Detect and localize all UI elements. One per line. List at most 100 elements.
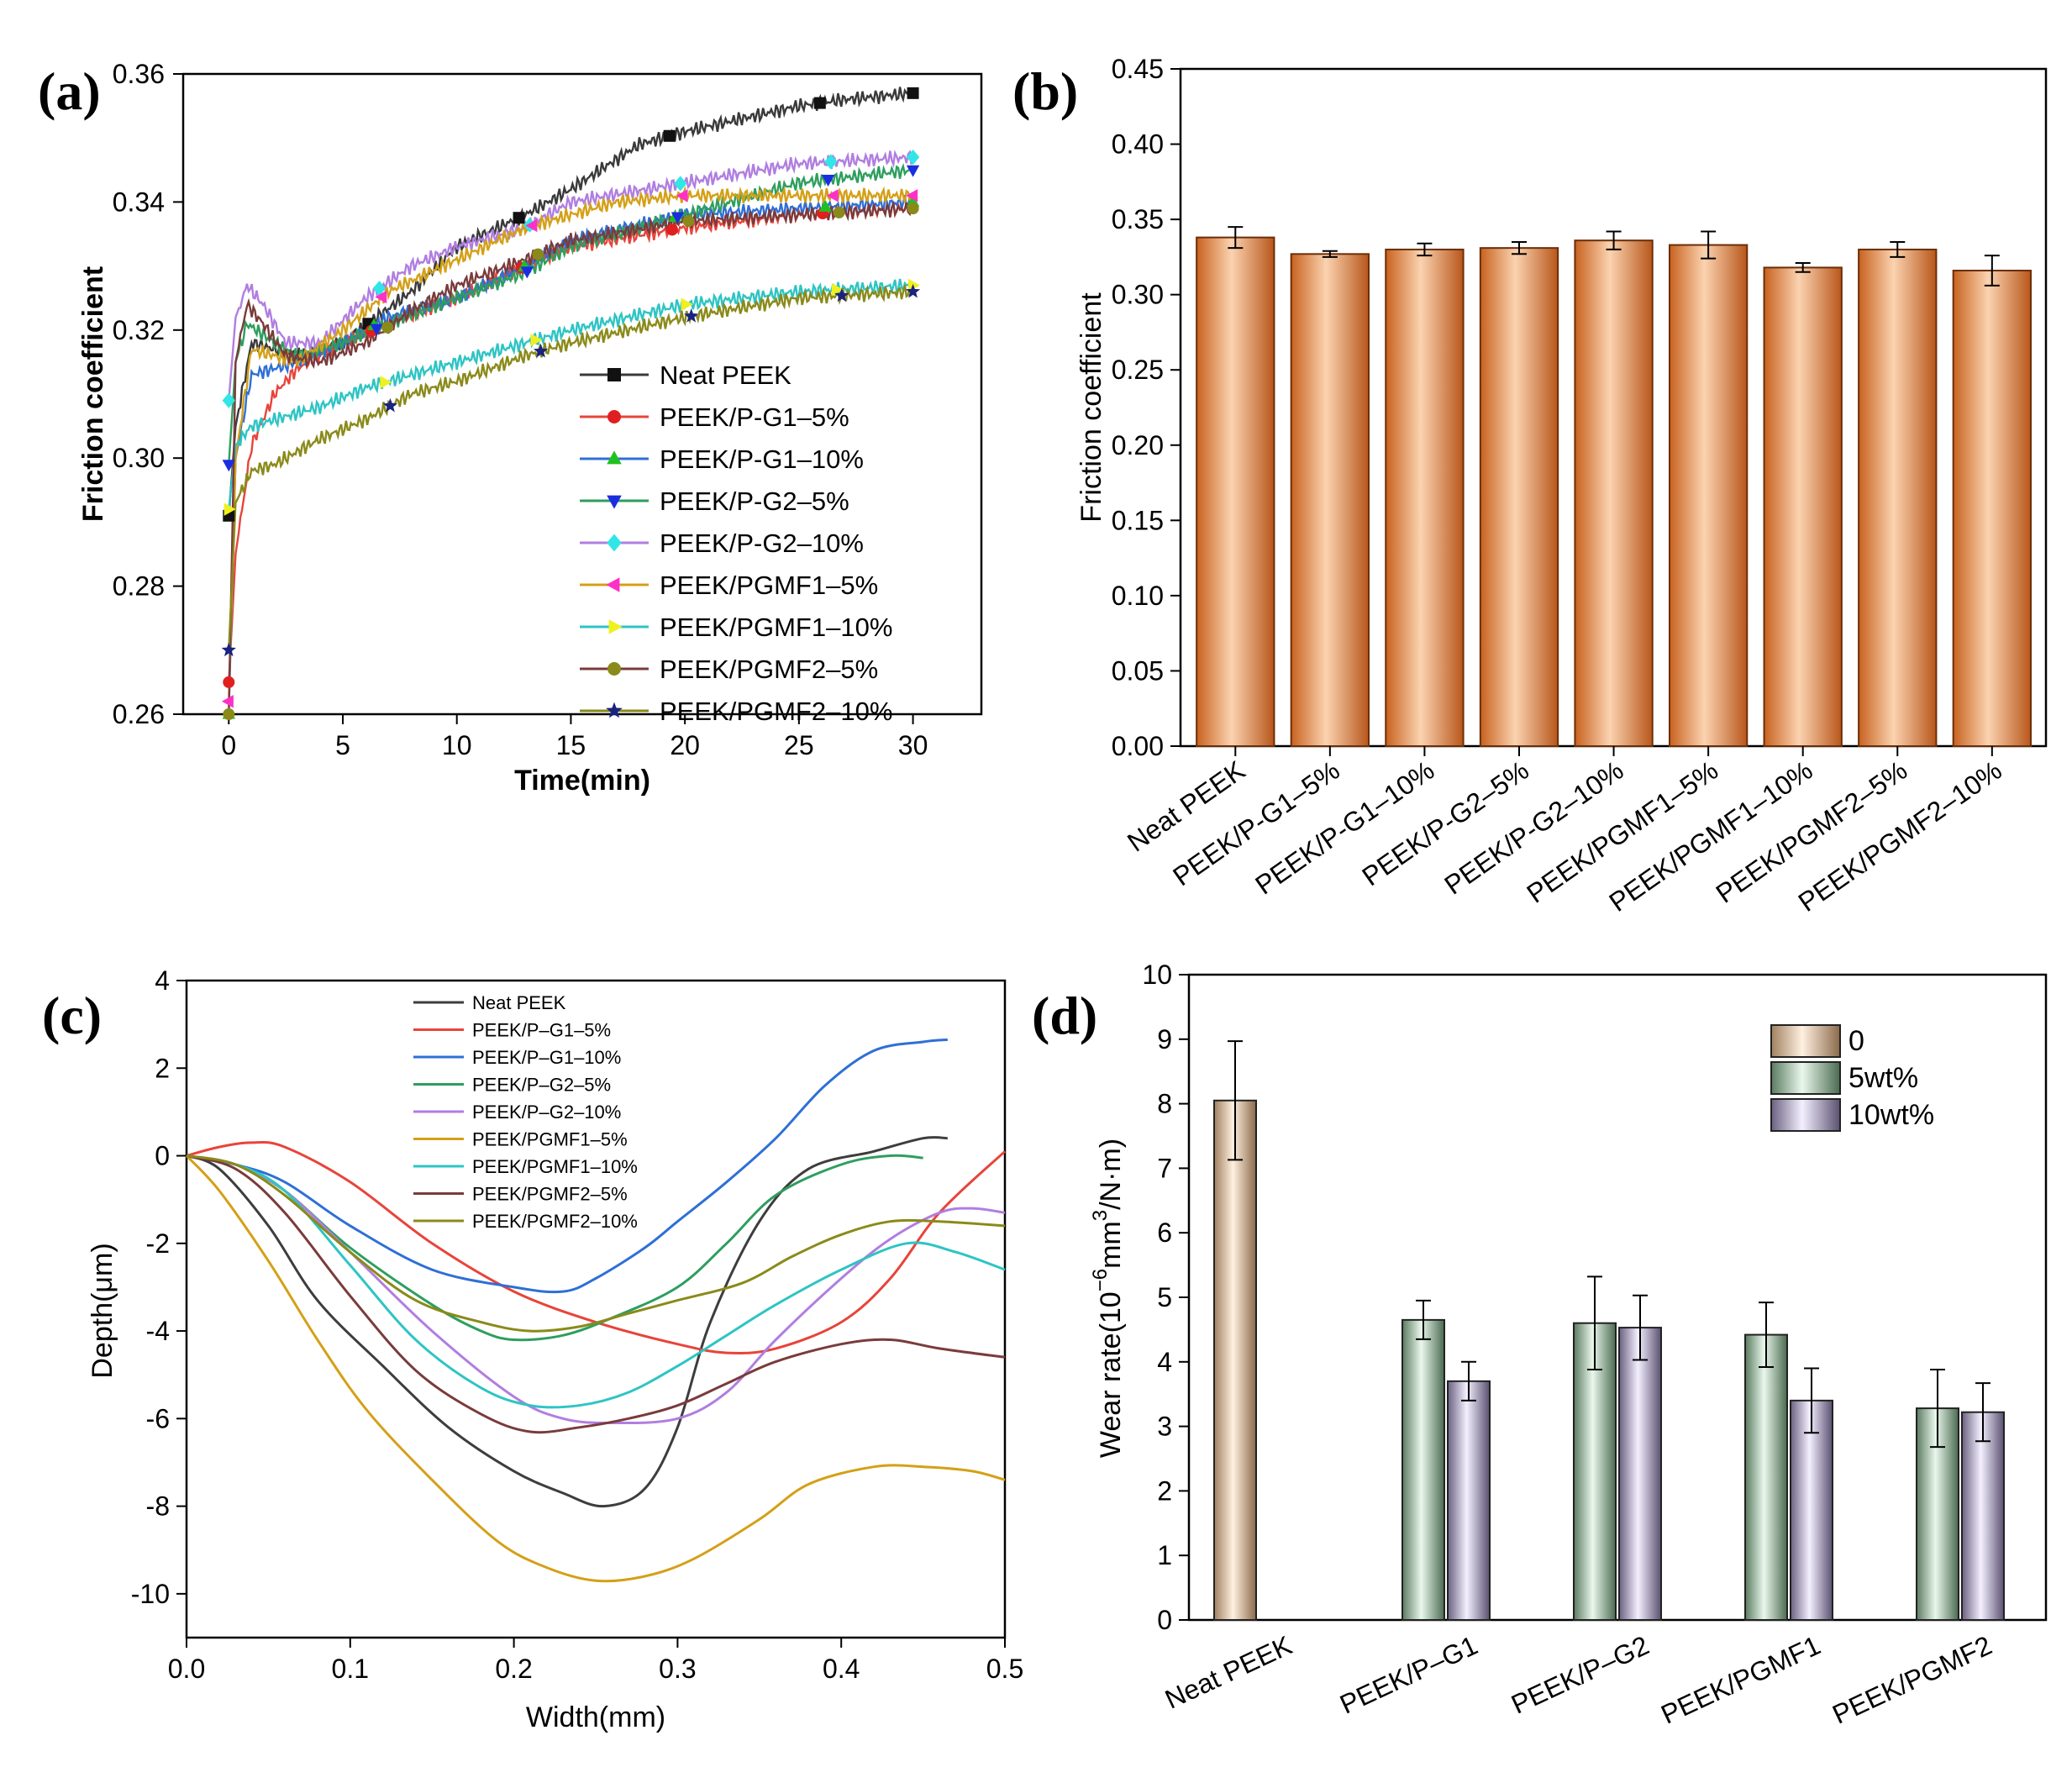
panel-a-series-line-peek-pgmf2-10 bbox=[228, 283, 913, 650]
panel-b-bar-neat-peek bbox=[1196, 236, 1275, 747]
panel-d-legend-label: 0 bbox=[1848, 1025, 1864, 1057]
panel-d-ytick-label: 10 bbox=[1142, 960, 1172, 990]
panel-b-bar-peek-p-g1-5 bbox=[1290, 253, 1370, 748]
panel-a-friction-curves: (a) 0 5 10 15 20 25 30 0.26 0.28 0.30 0.32 0.34 0.36… bbox=[38, 59, 983, 797]
panel-c-series-line-peek-pgmf1-5 bbox=[185, 1154, 1006, 1583]
panel-c-legend-label: PEEK/P–G1–10% bbox=[472, 1047, 621, 1068]
panel-d-bar-peek-p-g1-5wt bbox=[1401, 1318, 1445, 1621]
panel-c-label: (c) bbox=[42, 986, 102, 1045]
panel-a-marker-neat-peek bbox=[513, 212, 525, 224]
panel-d-legend-label: 10wt% bbox=[1848, 1099, 1934, 1131]
panel-a-xtick-label: 25 bbox=[784, 730, 814, 760]
panel-a-ytick-label: 0.36 bbox=[113, 59, 165, 89]
panel-a-marker-peek-pgmf1-10 bbox=[831, 282, 844, 297]
panel-a-legend-marker bbox=[607, 662, 621, 676]
panel-b-ylabel: Friction coefficient bbox=[1075, 292, 1107, 523]
panel-d-ytick-label: 4 bbox=[1157, 1347, 1172, 1377]
panel-a-marker-peek-pgmf1-10 bbox=[907, 278, 920, 292]
panel-b-ytick-label: 0.10 bbox=[1112, 581, 1164, 611]
panel-a-marker-peek-pgmf2-5 bbox=[833, 206, 845, 218]
panel-d-bar-peek-pgmf2-10wt bbox=[1961, 1411, 2005, 1621]
panel-b-ytick-label: 0.05 bbox=[1112, 655, 1164, 686]
panel-c-legend-label: Neat PEEK bbox=[472, 992, 566, 1013]
panel-a-marker-peek-pgmf1-10 bbox=[224, 502, 236, 516]
panel-a-marker-peek-pgmf1-10 bbox=[380, 376, 392, 389]
panel-c-series-line-neat-peek bbox=[186, 1136, 948, 1508]
panel-c-depth-profiles: (c) 0.0 0.1 0.2 0.3 0.4 0.5 -10 -8 -6 -4 -2 0 2 4 Nea… bbox=[42, 965, 1023, 1733]
panel-b-ytick-label: 0.00 bbox=[1112, 731, 1164, 761]
panel-b-ytick-label: 0.25 bbox=[1112, 355, 1164, 385]
panel-a-marker-neat-peek bbox=[663, 129, 676, 142]
panel-a-legend-label: PEEK/P-G2–5% bbox=[660, 486, 849, 516]
panel-a-marker-peek-p-g1-5 bbox=[223, 676, 235, 688]
panel-c-ylabel: Depth(μm) bbox=[87, 1243, 118, 1378]
panel-a-legend-marker bbox=[607, 368, 621, 381]
panel-a-legend-marker bbox=[606, 702, 623, 718]
panel-a-marker-peek-p-g2-10 bbox=[372, 281, 387, 297]
panel-d-category-label: PEEK/P–G2 bbox=[1507, 1630, 1654, 1720]
panel-a-legend-label: PEEK/PGMF1–10% bbox=[660, 613, 892, 642]
panel-a-marker-peek-p-g2-5 bbox=[370, 323, 383, 336]
panel-a-legend-marker bbox=[607, 534, 622, 552]
panel-a-marker-peek-pgmf2-5 bbox=[532, 248, 544, 260]
panel-a-series-line-peek-pgmf2-5 bbox=[228, 200, 914, 715]
panel-c-ytick-label: 0 bbox=[155, 1141, 170, 1171]
panel-a-marker-peek-pgmf1-10 bbox=[530, 333, 543, 347]
panel-c-legend-label: PEEK/P–G2–5% bbox=[472, 1075, 611, 1096]
panel-d-ytick-label: 2 bbox=[1157, 1475, 1172, 1506]
panel-a-marker-peek-pgmf2-10 bbox=[221, 642, 236, 657]
panel-a-marker-peek-pgmf2-10 bbox=[382, 397, 398, 413]
panel-c-legend-label: PEEK/PGMF2–10% bbox=[472, 1211, 638, 1232]
panel-c-ytick-label: -2 bbox=[146, 1228, 170, 1259]
panel-d-legend-swatch bbox=[1770, 1098, 1841, 1132]
panel-c-legend-label: PEEK/P–G1–5% bbox=[472, 1020, 611, 1041]
panel-c-xtick-label: 0.3 bbox=[659, 1654, 696, 1684]
panel-a-legend-marker bbox=[608, 619, 623, 634]
panel-a-marker-peek-pgmf2-5 bbox=[223, 708, 235, 720]
panel-b-ytick-label: 0.30 bbox=[1112, 280, 1164, 310]
panel-a-legend-label: PEEK/PGMF2–5% bbox=[660, 655, 878, 684]
panel-c-frame bbox=[185, 979, 1007, 1639]
panel-a-marker-peek-pgmf1-5 bbox=[525, 218, 538, 233]
panel-c-series-line-peek-pgmf2-10 bbox=[186, 1154, 1006, 1333]
panel-c-xtick-label: 0.5 bbox=[986, 1654, 1023, 1684]
panel-a-label: (a) bbox=[38, 61, 101, 121]
panel-a-legend-label: PEEK/P-G1–5% bbox=[660, 402, 849, 432]
panel-a-marker-peek-p-g2-5 bbox=[671, 212, 685, 224]
panel-a-marker-peek-p-g2-5 bbox=[906, 165, 920, 177]
panel-b-label: (b) bbox=[1012, 61, 1078, 121]
panel-a-xlabel: Time(min) bbox=[514, 765, 650, 797]
panel-c-ytick-label: 2 bbox=[155, 1053, 170, 1083]
panel-c-xtick-label: 0.4 bbox=[823, 1654, 860, 1684]
panel-a-xtick-label: 10 bbox=[442, 730, 472, 760]
panel-b-bar-peek-pgmf2-5 bbox=[1858, 248, 1938, 747]
panel-a-legend-label: PEEK/P-G2–10% bbox=[660, 529, 864, 558]
panel-a-legend-label: PEEK/PGMF2–10% bbox=[660, 697, 892, 726]
panel-a-marker-peek-pgmf2-5 bbox=[682, 215, 695, 228]
panel-a-marker-peek-pgmf2-5 bbox=[381, 321, 394, 334]
panel-a-xtick-label: 5 bbox=[335, 730, 350, 760]
panel-d-legend-label: 5wt% bbox=[1848, 1062, 1918, 1094]
panel-a-marker-peek-pgmf2-10 bbox=[834, 287, 849, 302]
panel-a-marker-peek-pgmf2-10 bbox=[684, 308, 699, 323]
panel-a-legend-label: PEEK/PGMF1–5% bbox=[660, 571, 878, 600]
panel-d-ytick-label: 3 bbox=[1157, 1412, 1172, 1442]
panel-d-ytick-label: 5 bbox=[1157, 1282, 1172, 1312]
panel-b-category-label: PEEK/P-G1–10% bbox=[1249, 755, 1439, 900]
panel-a-marker-peek-pgmf1-5 bbox=[906, 189, 918, 202]
panel-d-category-label: PEEK/P–G1 bbox=[1335, 1630, 1482, 1720]
panel-a-marker-peek-pgmf2-10 bbox=[905, 283, 921, 298]
panel-d-category-label: PEEK/PGMF1 bbox=[1656, 1630, 1825, 1730]
panel-a-marker-peek-p-g2-10 bbox=[222, 392, 235, 408]
panel-c-xtick-label: 0.2 bbox=[495, 1654, 532, 1684]
panel-c-legend-label: PEEK/PGMF1–5% bbox=[472, 1129, 628, 1150]
panel-a-ytick-label: 0.32 bbox=[113, 315, 165, 345]
panel-d-category-label: Neat PEEK bbox=[1160, 1630, 1296, 1715]
panel-d-ytick-label: 9 bbox=[1157, 1024, 1172, 1054]
panel-c-legend-label: PEEK/P–G2–10% bbox=[472, 1102, 621, 1123]
panel-d-bar-peek-p-g2-10wt bbox=[1618, 1327, 1662, 1621]
panel-b-ytick-label: 0.20 bbox=[1112, 430, 1164, 460]
panel-a-marker-peek-pgmf1-10 bbox=[681, 297, 693, 311]
panel-d-wear-rate-bars: (d) 0 1 2 3 4 5 6 7 8 9 10 Neat PEEK PEEK/P–G1 PEEK/… bbox=[1032, 960, 2048, 1730]
